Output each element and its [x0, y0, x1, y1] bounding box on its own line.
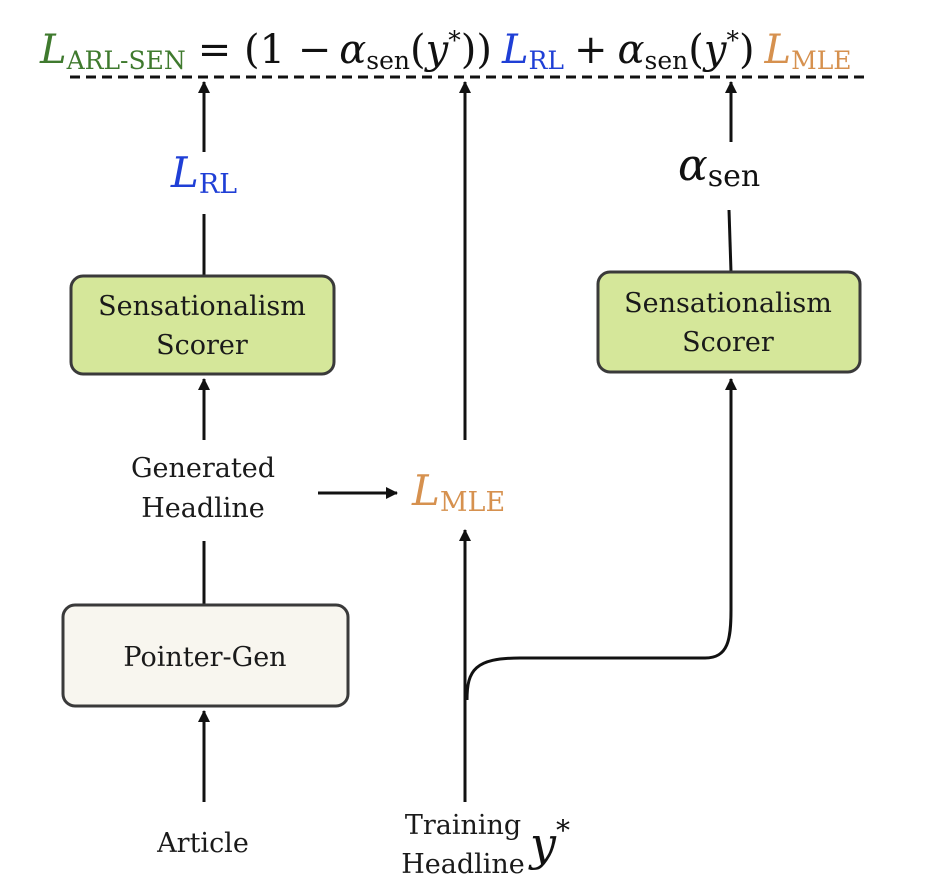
middle-lmle-letter: L: [411, 466, 440, 515]
pointer-gen-rect: [61, 603, 350, 708]
formula-lmle-subscript: MLE: [791, 46, 851, 75]
training-headline-line2: Headline: [401, 849, 525, 880]
formula-lmle-letter: L: [764, 27, 792, 73]
formula-y-2: y: [702, 27, 728, 73]
formula-lhs-letter: L: [39, 27, 67, 73]
right-scorer-rect: [596, 270, 862, 374]
right-sensationalism-scorer-box: Sensationalism Scorer: [596, 270, 862, 374]
middle-lmle-subscript: MLE: [440, 487, 505, 518]
loss-formula: LARL-SEN = (1 − αsen(y*)) LRL + αsen(y*) LMLE: [39, 26, 852, 75]
article-label: Article: [156, 828, 249, 859]
formula-alpha-1-subscript: sen: [366, 46, 410, 75]
right-scorer-label-line1: Sensationalism: [624, 288, 832, 319]
formula-alpha-2: α: [617, 27, 644, 73]
training-to-right-scorer-arrow: [465, 378, 737, 701]
left-lrl-letter: L: [170, 148, 199, 197]
formula-lrl-subscript: RL: [529, 46, 564, 75]
formula-lhs-subscript: ARL-SEN: [66, 46, 186, 75]
formula-alpha-2-subscript: sen: [644, 46, 688, 75]
left-lrl-label: LRL: [170, 148, 237, 200]
right-alpha-label: αsen: [678, 140, 760, 194]
formula-paren-1-close: )): [461, 27, 492, 73]
y-star-letter: y: [528, 817, 557, 871]
formula-y-2-star: *: [726, 26, 739, 55]
right-alpha-letter: α: [678, 140, 708, 191]
y-star-label: y*: [528, 814, 570, 871]
right-alpha-subscript: sen: [708, 159, 760, 194]
formula-equals-one-minus: = (1 −: [198, 27, 332, 73]
generated-headline-line1: Generated: [131, 453, 275, 484]
left-lrl-subscript: RL: [199, 169, 237, 200]
formula-paren-1-open: (: [410, 27, 426, 73]
left-scorer-label-line2: Scorer: [156, 330, 248, 361]
y-star-superscript: *: [556, 814, 570, 847]
formula-y-1-star: *: [448, 26, 461, 55]
left-scorer-rect: [69, 274, 336, 376]
formula-y-1: y: [424, 27, 450, 73]
left-sensationalism-scorer-box: Sensationalism Scorer: [69, 274, 336, 376]
right-scorer-label-line2: Scorer: [682, 327, 774, 358]
formula-paren-2-close: ): [739, 27, 755, 73]
formula-alpha-1: α: [339, 27, 366, 73]
middle-lmle-label: LMLE: [411, 466, 505, 518]
left-scorer-label-line1: Sensationalism: [98, 291, 306, 322]
formula-paren-2-open: (: [688, 27, 704, 73]
formula-lrl-letter: L: [501, 27, 529, 73]
formula-text: LARL-SEN = (1 − αsen(y*)) LRL + αsen(y*) LMLE: [39, 26, 852, 75]
pointer-gen-label: Pointer-Gen: [123, 642, 286, 673]
pointer-gen-box: Pointer-Gen: [61, 603, 350, 708]
formula-plus: +: [574, 27, 608, 73]
training-headline-line1: Training: [405, 810, 521, 841]
right-scorer-to-alpha-line: [727, 209, 733, 273]
generated-headline-line2: Headline: [141, 493, 265, 524]
